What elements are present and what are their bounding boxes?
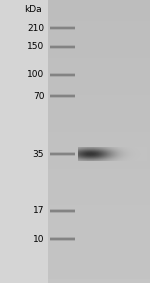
Text: 17: 17 <box>33 206 44 215</box>
Text: 150: 150 <box>27 42 44 51</box>
Bar <box>0 0 48 283</box>
Text: 210: 210 <box>27 24 44 33</box>
Text: 35: 35 <box>33 150 44 159</box>
Text: 100: 100 <box>27 70 44 80</box>
Text: kDa: kDa <box>24 5 42 14</box>
Text: 10: 10 <box>33 235 44 244</box>
Text: 70: 70 <box>33 92 44 101</box>
